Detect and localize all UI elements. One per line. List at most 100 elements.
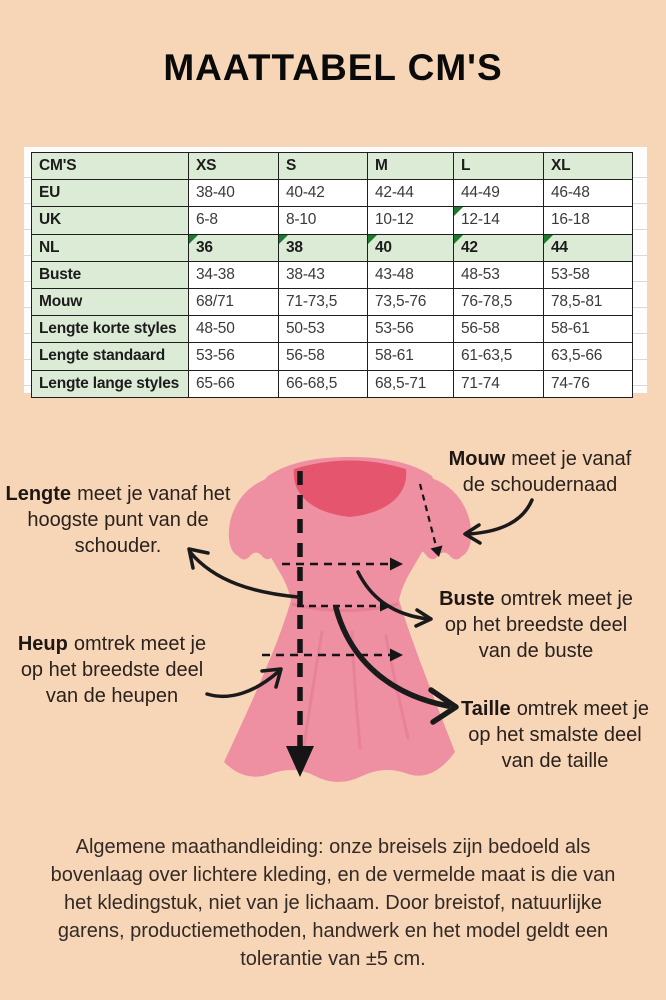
table-cell: 10-12: [367, 206, 454, 235]
dress-skirt: [224, 600, 455, 782]
annotation-rest: op het breedste deel van de heupen: [20, 659, 204, 707]
annotation-line: Taille omtrek meet je: [461, 698, 649, 720]
table-cell: 50-53: [278, 315, 368, 344]
annotation-rest: hoogste punt van de schouder.: [27, 509, 209, 557]
annotation-rest: de schoudernaad: [462, 474, 618, 496]
table-cell: 34-38: [188, 260, 279, 289]
row-label: Lengte lange styles: [31, 369, 189, 398]
annotation-line: Mouw meet je vanaf: [448, 448, 632, 470]
table-cell: 48-50: [188, 315, 279, 344]
table-cell: 36: [188, 233, 279, 262]
measure-line-length: [286, 471, 314, 777]
annotation-line: Buste omtrek meet je: [439, 588, 633, 610]
table-header-row: CM'S XS S M L XL: [31, 151, 633, 181]
arrow-buste: [356, 570, 430, 621]
table-cell: 61-63,5: [453, 342, 544, 371]
annotation-lengte: Lengte meet je vanaf het hoogste punt van…: [2, 481, 234, 559]
row-label: NL: [31, 233, 189, 262]
table-cell: 68/71: [188, 287, 279, 317]
table-cell: 73,5-76: [367, 287, 454, 317]
table-cell: 40: [367, 233, 454, 262]
table-cell: 38-40: [188, 179, 279, 208]
note-triangle-icon: [279, 235, 288, 244]
table-cell: 38-43: [278, 260, 368, 289]
column-header: L: [453, 151, 544, 181]
arrow-lengte: [188, 550, 300, 599]
table-cell: 53-58: [543, 260, 633, 289]
column-header: XS: [188, 151, 279, 181]
annotation-arrows: [187, 498, 534, 725]
table-cell: 68,5-71: [367, 369, 454, 398]
page-title: MAATTABEL CM'S: [163, 47, 503, 88]
table-cell: 74-76: [543, 369, 633, 398]
arrow-taille: [333, 605, 451, 709]
dress-sleeve-left: [228, 477, 286, 560]
table-cell: 38: [278, 233, 368, 262]
note-triangle-icon: [544, 235, 553, 244]
annotation-line: Heup omtrek meet je: [17, 633, 207, 655]
table-row: UK 6-8 8-10 10-12 12-14 16-18: [31, 206, 633, 235]
dress-illustration: [187, 457, 534, 782]
column-header: S: [278, 151, 368, 181]
table-row: EU 38-40 40-42 42-44 44-49 46-48: [31, 179, 633, 208]
table-row: Lengte standaard 53-56 56-58 58-61 61-63,5 63…: [31, 342, 633, 371]
annotation-line: Lengte meet je vanaf het: [5, 483, 231, 505]
table-cell: 58-61: [367, 342, 454, 371]
table-cell: 66-68,5: [278, 369, 368, 398]
note-triangle-icon: [189, 235, 198, 244]
row-label: Buste: [31, 260, 189, 289]
arrow-heup: [205, 670, 280, 699]
row-label: Lengte standaard: [31, 342, 189, 371]
note-triangle-icon: [368, 235, 377, 244]
footer-note: Algemene maathandleiding: onze breisels …: [50, 836, 616, 970]
table-cell: 71-74: [453, 369, 544, 398]
table-row: Mouw 68/71 71-73,5 73,5-76 76-78,5 78,5-81: [31, 287, 633, 317]
table-row: Lengte lange styles 65-66 66-68,5 68,5-71 71…: [31, 369, 633, 398]
table-cell: 78,5-81: [543, 287, 633, 317]
annotation-buste: Buste omtrek meet je op het breedste deel…: [430, 586, 642, 664]
note-triangle-icon: [454, 207, 463, 217]
table-cell: 46-48: [543, 179, 633, 208]
table-cell: 63,5-66: [543, 342, 633, 371]
table-cell: 16-18: [543, 206, 633, 235]
table-cell: 56-58: [453, 315, 544, 344]
table-row: NL 36 38 40 42 44: [31, 233, 633, 262]
annotation-rest: op het breedste deel van de buste: [444, 614, 628, 662]
table-cell: 48-53: [453, 260, 544, 289]
annotation-heup: Heup omtrek meet je op het breedste deel …: [8, 631, 216, 709]
column-header: M: [367, 151, 454, 181]
table-row: Buste 34-38 38-43 43-48 48-53 53-58: [31, 260, 633, 289]
table-cell: 58-61: [543, 315, 633, 344]
table-cell: 12-14: [453, 206, 544, 235]
annotation-rest: op het smalste deel van de taille: [468, 724, 642, 772]
measure-line-bust: [282, 557, 403, 571]
dress-sleeve-right: [414, 477, 472, 560]
table-cell: 42: [453, 233, 544, 262]
table-cell: 53-56: [367, 315, 454, 344]
table-cell: 40-42: [278, 179, 368, 208]
measure-line-hip: [262, 648, 403, 662]
table-cell: 44: [543, 233, 633, 262]
table-cell: 44-49: [453, 179, 544, 208]
arrow-mouw: [466, 498, 534, 536]
annotation-taille: Taille omtrek meet je op het smalste deel…: [448, 696, 662, 774]
table-cell: 42-44: [367, 179, 454, 208]
column-header: CM'S: [31, 151, 189, 181]
table-cell: 43-48: [367, 260, 454, 289]
table-cell: 71-73,5: [278, 287, 368, 317]
note-triangle-icon: [454, 235, 463, 244]
table-cell: 6-8: [188, 206, 279, 235]
column-header: XL: [543, 151, 633, 181]
row-label: UK: [31, 206, 189, 235]
table-cell: 56-58: [278, 342, 368, 371]
annotation-mouw: Mouw meet je vanaf de schoudernaad: [440, 446, 640, 498]
dress-neckline: [293, 460, 407, 517]
table-cell: 53-56: [188, 342, 279, 371]
table-cell: 8-10: [278, 206, 368, 235]
table-row: Lengte korte styles 48-50 50-53 53-56 56-58 5…: [31, 315, 633, 344]
row-label: Mouw: [31, 287, 189, 317]
table-cell: 65-66: [188, 369, 279, 398]
row-label: Lengte korte styles: [31, 315, 189, 344]
table-cell: 76-78,5: [453, 287, 544, 317]
